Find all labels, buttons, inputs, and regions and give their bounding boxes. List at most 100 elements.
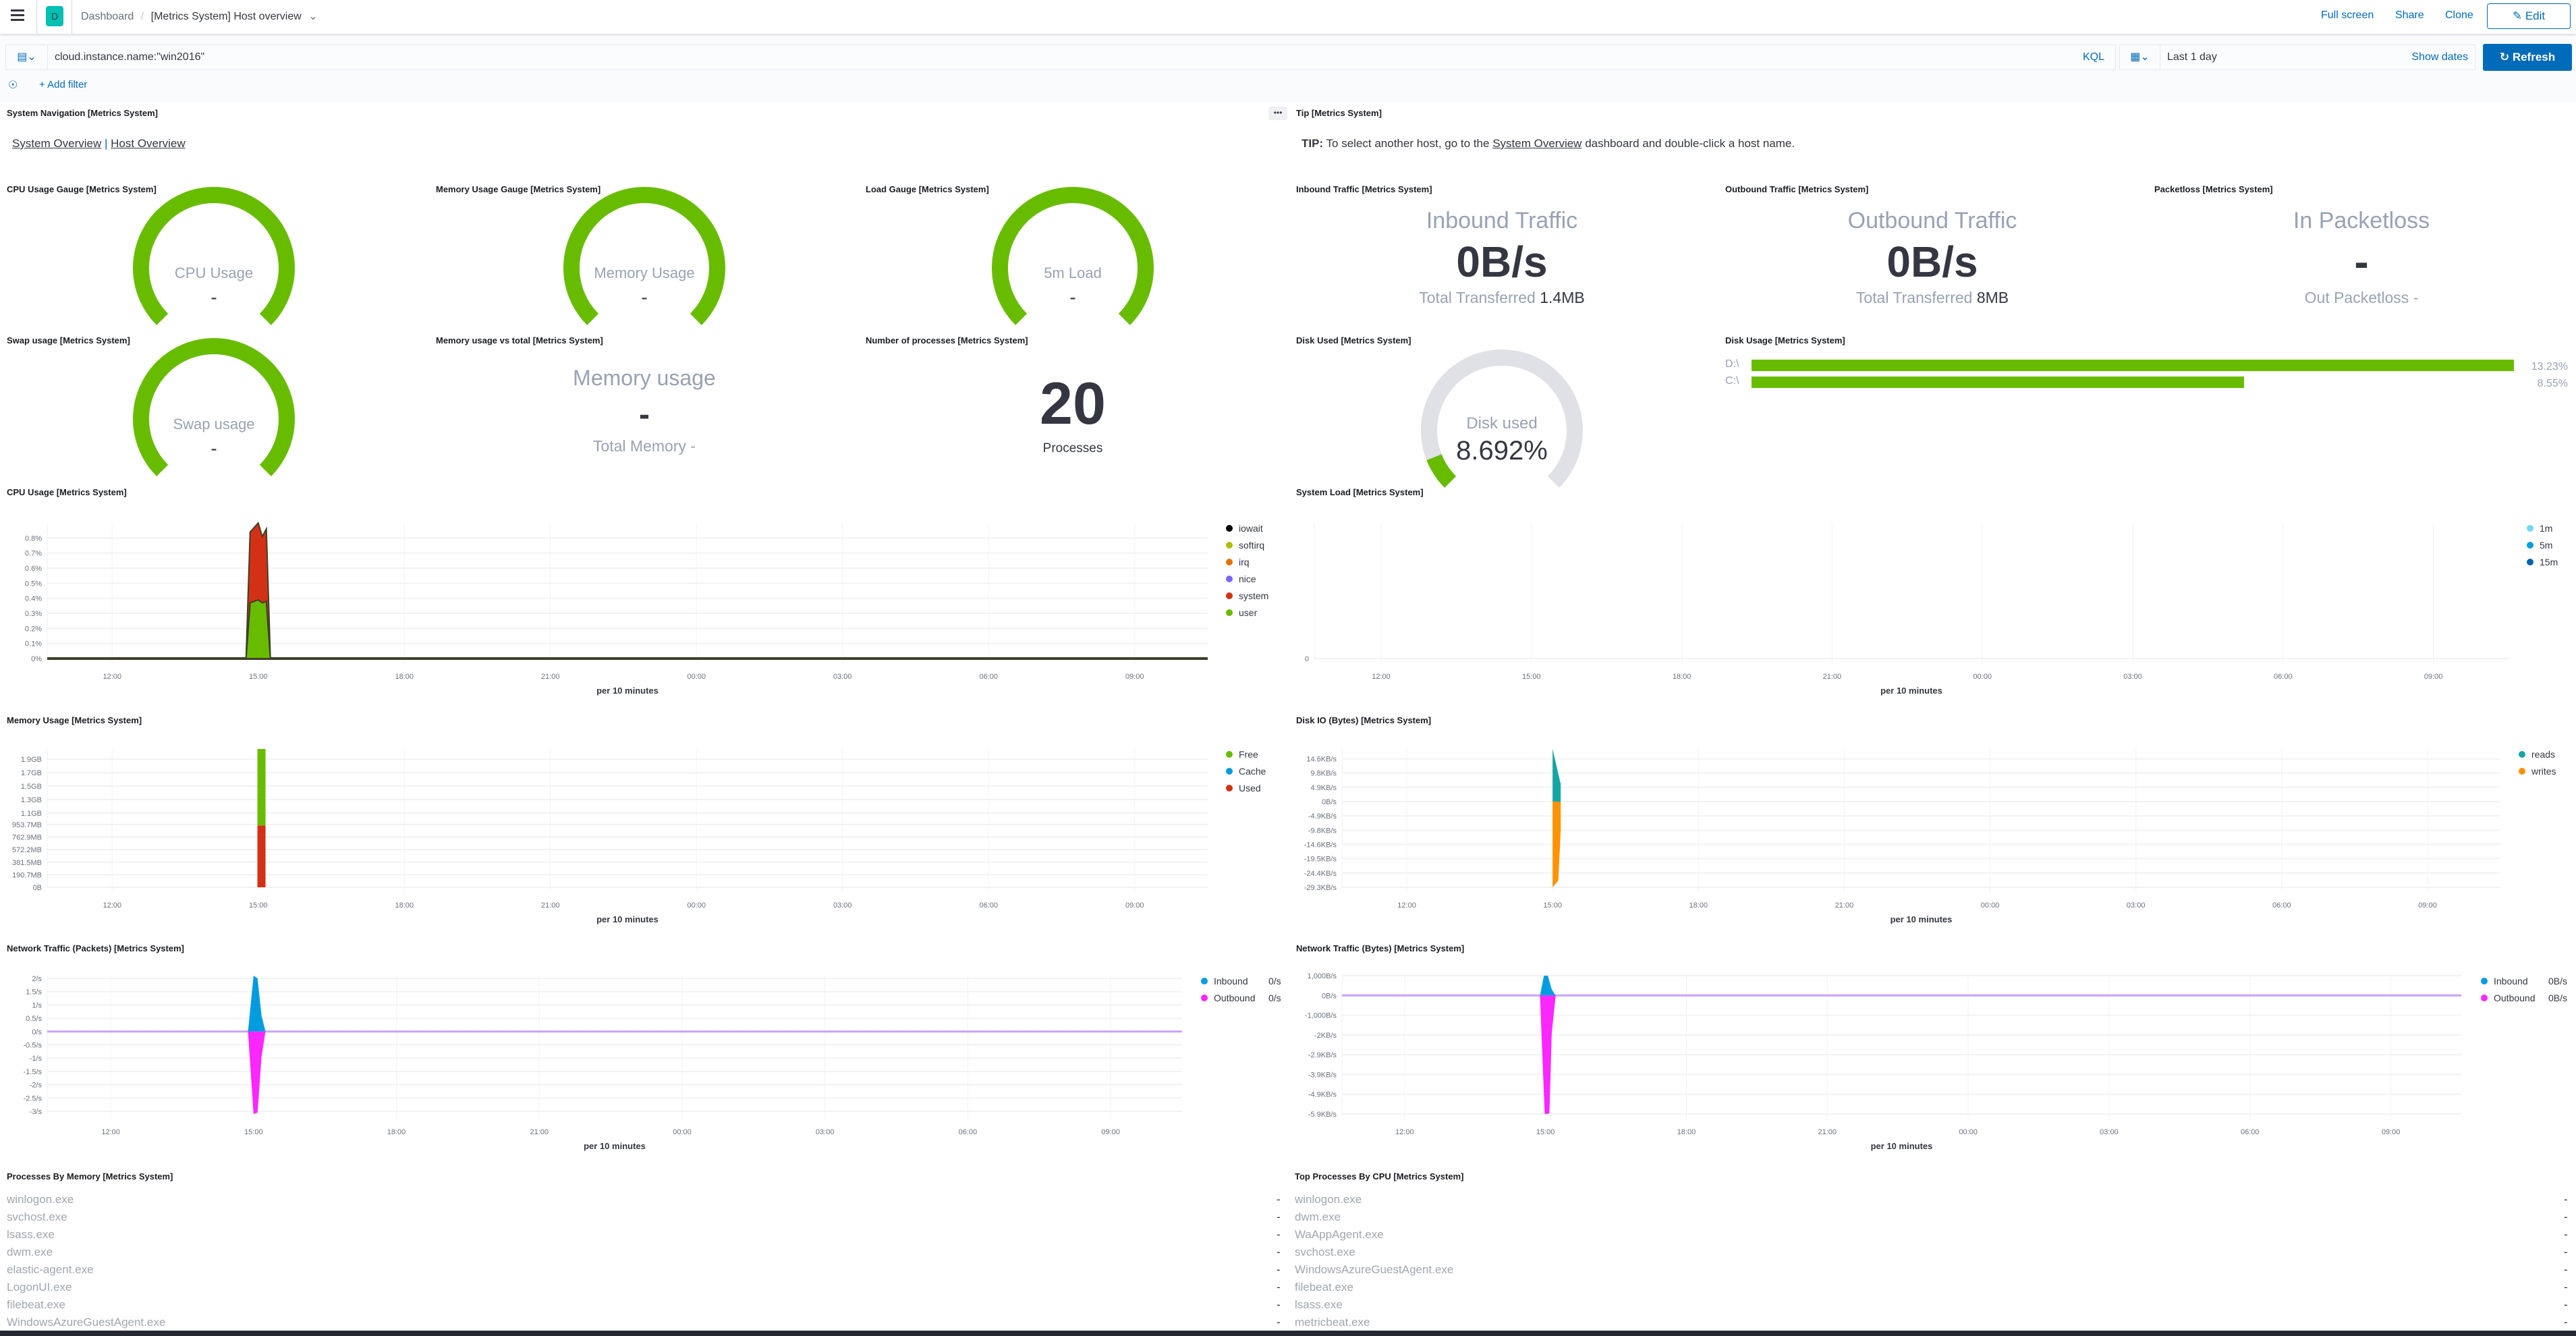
x-axis-label: per 10 minutes: [1880, 686, 1942, 696]
disk-value: 13.23%: [2531, 361, 2568, 372]
disk-bar[interactable]: [1752, 377, 2245, 388]
filter-options-icon[interactable]: ☉: [8, 80, 18, 91]
legend-dot-icon: [1226, 576, 1233, 582]
panel-title: Number of processes [Metrics System]: [866, 335, 1028, 345]
clone-button[interactable]: Clone: [2445, 9, 2473, 21]
series-area-used: [257, 825, 266, 887]
legend-item[interactable]: 5m: [2527, 540, 2552, 551]
date-picker[interactable]: ▦⌄ Last 1 day Show dates: [2119, 45, 2475, 70]
process-name[interactable]: LogonUI.exe: [7, 1281, 72, 1293]
process-name[interactable]: WindowsAzureGuestAgent.exe: [7, 1316, 166, 1329]
legend-item[interactable]: Outbound 0/s: [1201, 993, 1281, 1003]
kql-toggle[interactable]: KQL: [2083, 51, 2105, 63]
host-overview-link[interactable]: Host Overview: [111, 137, 186, 150]
legend-value: 0/s: [1268, 976, 1281, 986]
process-name[interactable]: filebeat.exe: [1295, 1281, 1353, 1293]
process-name[interactable]: svchost.exe: [7, 1210, 67, 1223]
x-axis-label: per 10 minutes: [596, 914, 659, 924]
legend-item[interactable]: Free: [1226, 749, 1258, 760]
legend-item[interactable]: user: [1226, 607, 1258, 618]
x-tick-label: 18:00: [395, 901, 414, 910]
process-name[interactable]: winlogon.exe: [1295, 1193, 1362, 1206]
legend-item[interactable]: iowait: [1226, 523, 1263, 534]
panel-title: Network Traffic (Bytes) [Metrics System]: [1296, 943, 1465, 953]
y-tick-label: 762.9MB: [12, 834, 42, 842]
y-tick-label: 0.7%: [25, 550, 42, 558]
query-input[interactable]: cloud.instance.name:"win2016": [55, 51, 205, 63]
legend-item[interactable]: Cache: [1226, 766, 1266, 777]
add-filter-button[interactable]: + Add filter: [39, 79, 88, 90]
y-tick-label: 572.2MB: [12, 846, 42, 854]
legend-item[interactable]: 15m: [2527, 557, 2558, 567]
breadcrumb-dashboard[interactable]: Dashboard: [81, 11, 134, 22]
process-name[interactable]: dwm.exe: [1295, 1210, 1341, 1223]
query-input-box[interactable]: ▤⌄ cloud.instance.name:"win2016" KQL: [5, 45, 2116, 70]
legend-item[interactable]: system: [1226, 590, 1268, 601]
process-name[interactable]: winlogon.exe: [7, 1193, 74, 1206]
legend-item[interactable]: 1m: [2527, 523, 2552, 534]
series-area-free: [257, 749, 266, 826]
process-name[interactable]: WindowsAzureGuestAgent.exe: [1295, 1263, 1454, 1276]
y-tick-label: -1,000B/s: [1305, 1012, 1337, 1020]
refresh-button[interactable]: ↻ Refresh: [2483, 44, 2572, 71]
legend-item[interactable]: writes: [2519, 766, 2556, 777]
share-button[interactable]: Share: [2395, 9, 2424, 21]
process-name[interactable]: lsass.exe: [1295, 1298, 1343, 1311]
process-value: -: [1277, 1228, 1281, 1241]
y-tick-label: 14.6KB/s: [1306, 756, 1337, 764]
process-name[interactable]: lsass.exe: [7, 1228, 55, 1241]
system-navigation: System Overview | Host Overview: [12, 137, 186, 150]
calendar-icon[interactable]: ▦⌄: [2120, 45, 2160, 69]
space-avatar[interactable]: D: [46, 6, 63, 26]
tip-text: TIP: To select another host, go to the S…: [1301, 137, 1795, 150]
legend-label: Outbound: [1214, 993, 1256, 1003]
system-overview-link[interactable]: System Overview: [12, 137, 102, 150]
cpu-gauge-arc: [133, 187, 295, 325]
legend-item[interactable]: nice: [1226, 574, 1256, 584]
x-tick-label: 06:00: [2241, 1128, 2260, 1136]
panel-options-button[interactable]: •••: [1268, 107, 1287, 120]
y-tick-label: 381.5MB: [12, 859, 42, 867]
series-area-inbound: [1540, 976, 1556, 996]
process-name[interactable]: svchost.exe: [1295, 1246, 1355, 1258]
edit-button[interactable]: ✎ Edit: [2487, 3, 2571, 29]
menu-icon[interactable]: [11, 9, 24, 23]
process-name[interactable]: WaAppAgent.exe: [1295, 1228, 1384, 1241]
x-tick-label: 00:00: [1973, 673, 1992, 681]
disk-bar[interactable]: [1752, 360, 2514, 371]
process-name[interactable]: dwm.exe: [7, 1246, 53, 1258]
time-range[interactable]: Last 1 day: [2167, 51, 2217, 63]
x-tick-label: 00:00: [687, 901, 706, 910]
legend-dot-icon: [1226, 768, 1233, 775]
process-name[interactable]: elastic-agent.exe: [7, 1263, 94, 1276]
net-packets-chart: -3/s -2.5/s -2/s -1.5/s -1/s -0.5/s 0/s 0.5/s 1/…: [23, 975, 1281, 1151]
y-tick-label: -2.5/s: [23, 1094, 42, 1103]
legend-label: Inbound: [1214, 976, 1248, 986]
process-value: -: [1277, 1210, 1281, 1223]
gauge-value: -: [211, 287, 217, 308]
saved-query-icon[interactable]: ▤⌄: [6, 45, 48, 69]
y-tick-label: 1.5/s: [26, 989, 42, 997]
legend-dot-icon: [1226, 542, 1233, 549]
outbound-label: Outbound Traffic: [1847, 208, 2017, 233]
legend-item[interactable]: Inbound 0/s: [1201, 976, 1281, 986]
legend-item[interactable]: softirq: [1226, 540, 1264, 551]
show-dates-button[interactable]: Show dates: [2411, 51, 2468, 63]
process-name[interactable]: metricbeat.exe: [1295, 1316, 1370, 1329]
gauge-value: 8.692%: [1456, 436, 1548, 466]
legend-item[interactable]: Inbound 0B/s: [2481, 976, 2567, 986]
legend-value: 0/s: [1268, 993, 1281, 1003]
process-name[interactable]: filebeat.exe: [7, 1298, 65, 1311]
tip-system-overview-link[interactable]: System Overview: [1492, 137, 1582, 150]
legend-item[interactable]: reads: [2519, 749, 2555, 760]
legend-item[interactable]: irq: [1226, 557, 1250, 567]
x-tick-label: 15:00: [249, 901, 268, 910]
chevron-down-icon[interactable]: ⌄: [308, 11, 318, 22]
legend-label: 15m: [2540, 557, 2558, 567]
legend-item[interactable]: Used: [1226, 783, 1261, 794]
legend-item[interactable]: Outbound 0B/s: [2481, 993, 2567, 1003]
x-tick-label: 21:00: [1823, 673, 1842, 681]
process-count-label: Processes: [1042, 441, 1103, 455]
full-screen-button[interactable]: Full screen: [2321, 9, 2374, 21]
y-tick-label: 0.6%: [25, 565, 42, 573]
